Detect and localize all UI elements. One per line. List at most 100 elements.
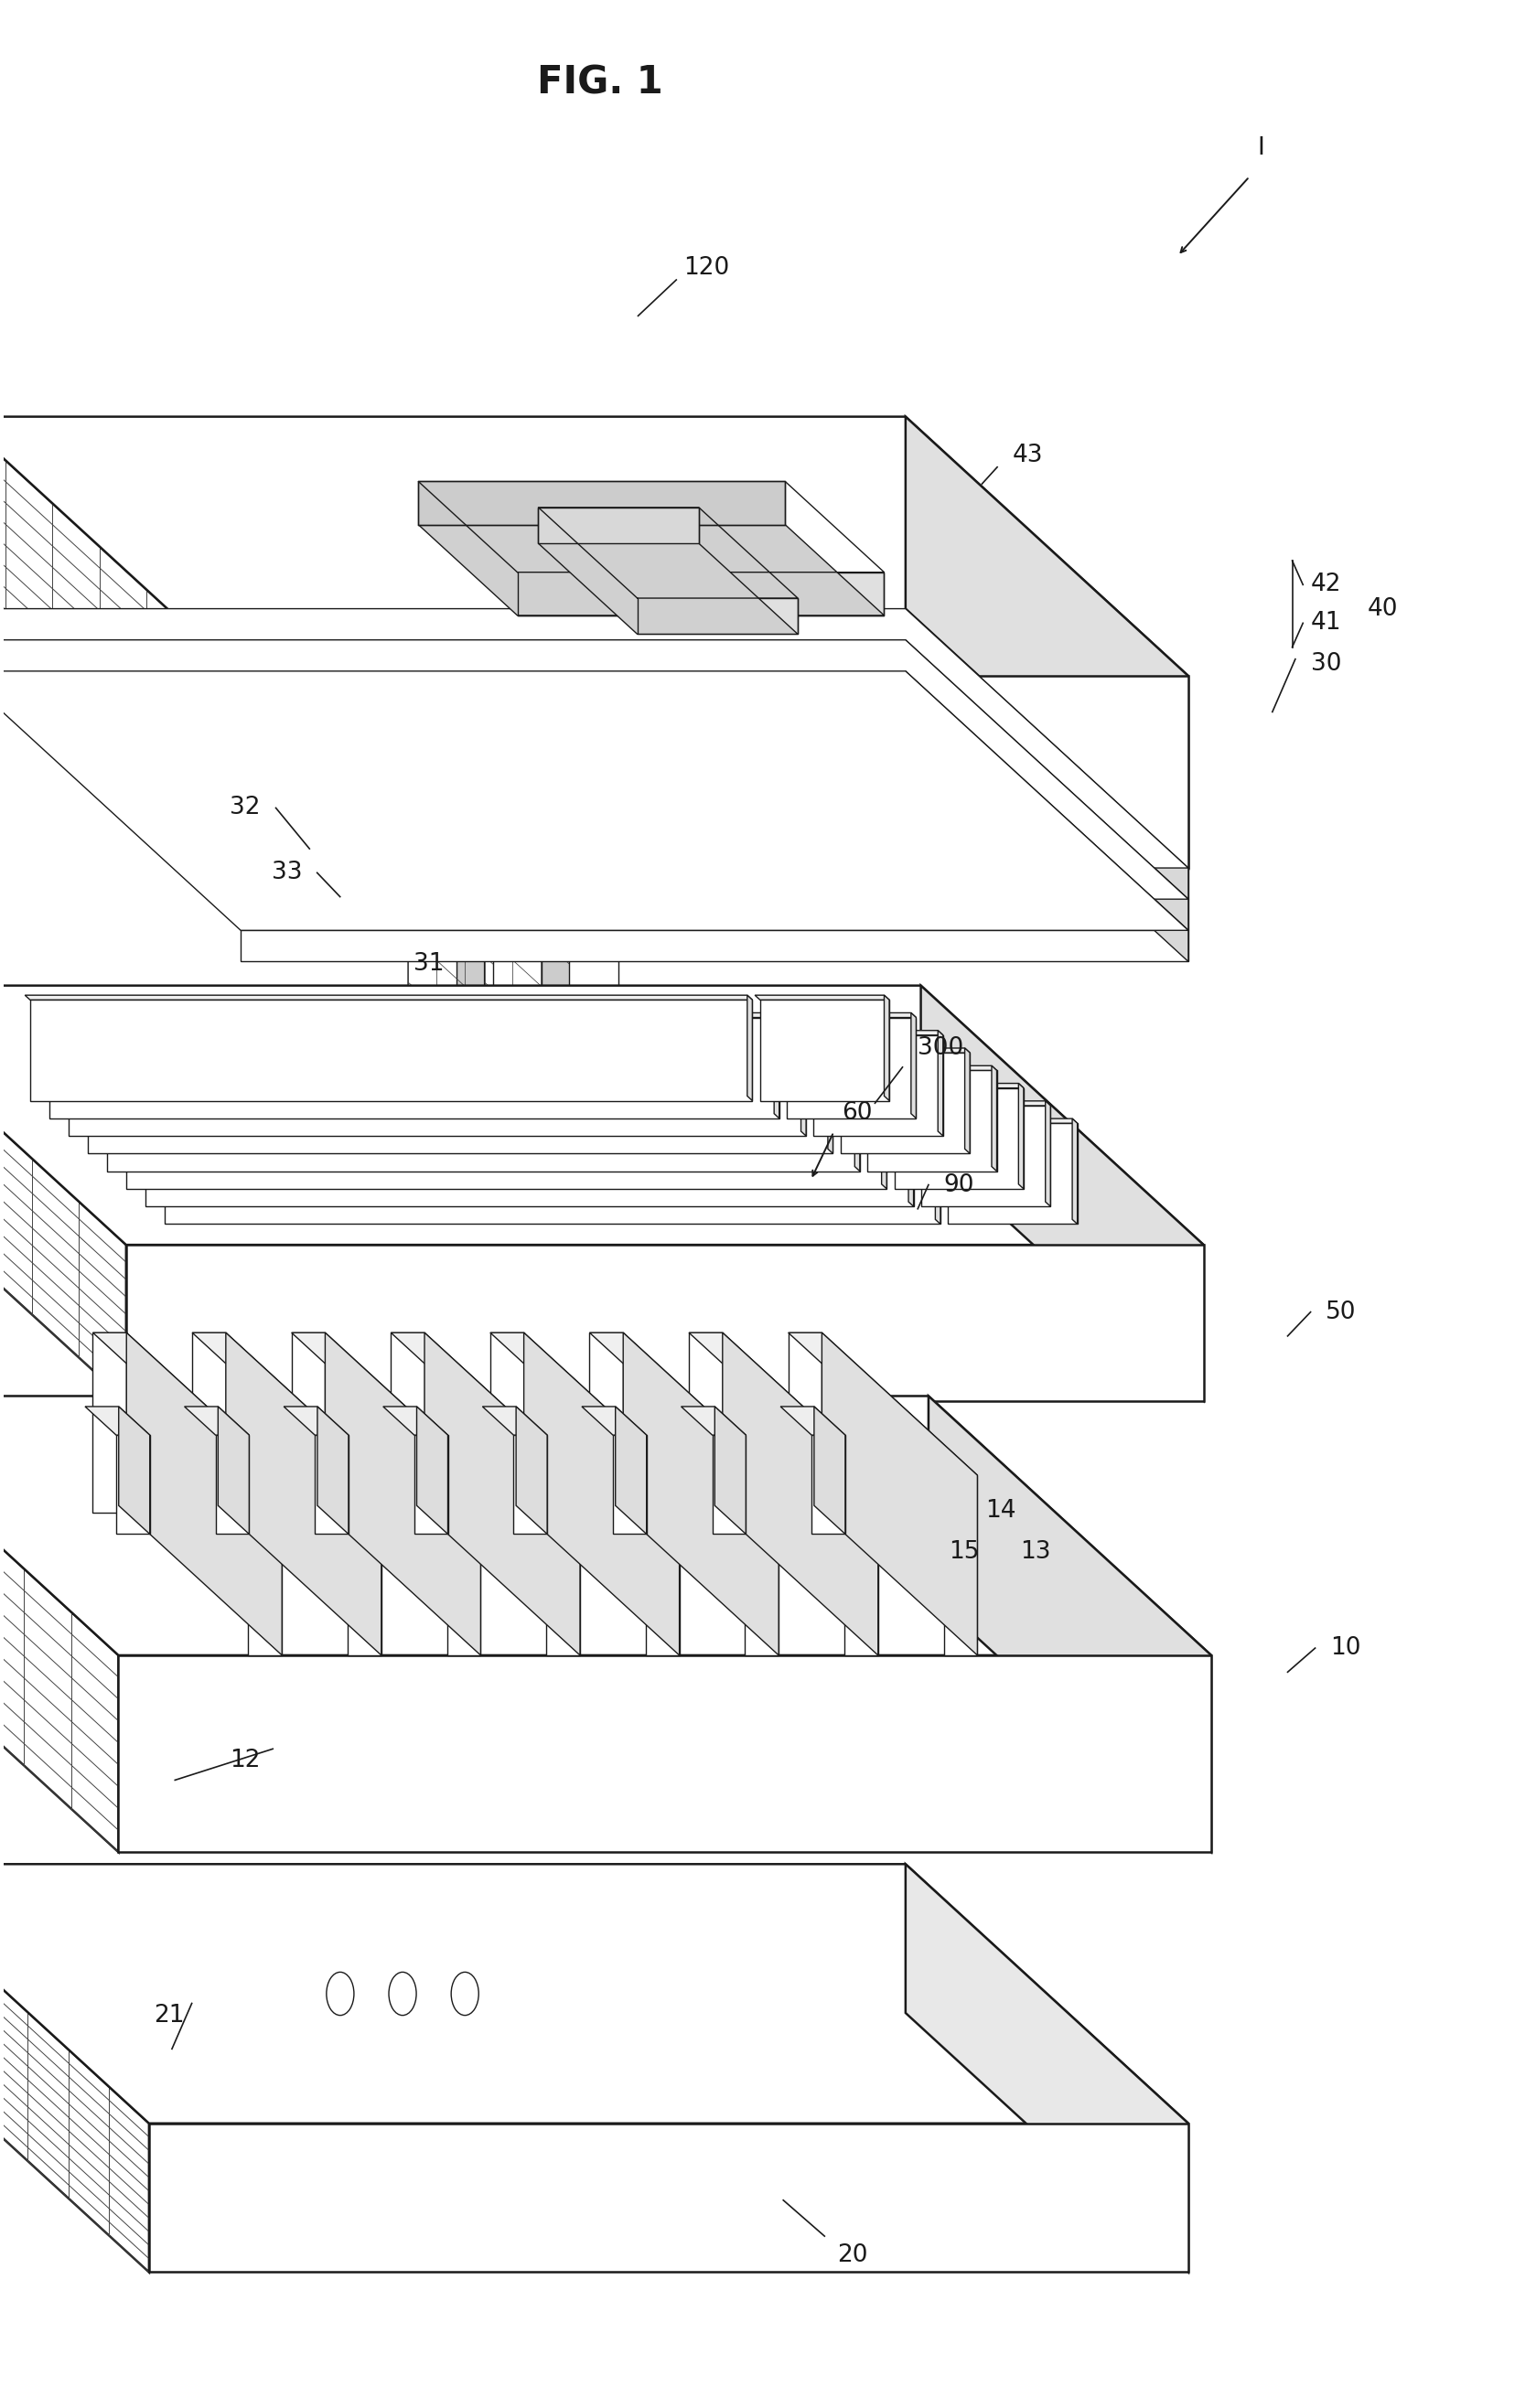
Polygon shape <box>458 790 542 1108</box>
Polygon shape <box>49 1019 779 1117</box>
Text: 14: 14 <box>985 1500 1015 1524</box>
Polygon shape <box>911 1014 915 1117</box>
Polygon shape <box>760 999 889 1100</box>
Polygon shape <box>493 867 542 1108</box>
Polygon shape <box>292 1332 326 1512</box>
Polygon shape <box>780 1406 845 1435</box>
Polygon shape <box>922 1105 1051 1206</box>
Polygon shape <box>836 1047 969 1052</box>
Text: 60: 60 <box>842 1100 872 1125</box>
Polygon shape <box>484 790 617 867</box>
Polygon shape <box>108 1072 860 1170</box>
Polygon shape <box>117 1435 151 1534</box>
Polygon shape <box>226 1332 381 1654</box>
Text: 13: 13 <box>1020 1541 1051 1563</box>
Polygon shape <box>0 985 126 1401</box>
Polygon shape <box>126 1088 886 1190</box>
Polygon shape <box>754 995 889 999</box>
Polygon shape <box>241 929 1189 961</box>
Polygon shape <box>418 525 885 616</box>
Polygon shape <box>416 1406 449 1534</box>
Polygon shape <box>774 1014 779 1117</box>
Polygon shape <box>0 609 1189 867</box>
Polygon shape <box>45 1014 779 1019</box>
Polygon shape <box>862 1067 997 1072</box>
Polygon shape <box>146 1105 914 1206</box>
Text: 33: 33 <box>272 860 303 884</box>
Polygon shape <box>915 1100 1051 1105</box>
Polygon shape <box>318 1406 349 1534</box>
Polygon shape <box>885 995 889 1100</box>
Polygon shape <box>192 1332 381 1476</box>
Polygon shape <box>31 999 753 1100</box>
Polygon shape <box>690 1332 879 1476</box>
Text: 15: 15 <box>948 1541 978 1563</box>
Text: I: I <box>1256 135 1264 159</box>
Text: FIG. 1: FIG. 1 <box>538 65 664 101</box>
Polygon shape <box>118 1654 1212 1852</box>
Polygon shape <box>0 672 1189 929</box>
Text: 30: 30 <box>1310 653 1341 677</box>
Polygon shape <box>965 1047 969 1153</box>
Polygon shape <box>0 641 1189 898</box>
Text: 90: 90 <box>943 1173 974 1197</box>
Circle shape <box>327 1972 353 2015</box>
Polygon shape <box>943 1120 1077 1122</box>
Polygon shape <box>490 1332 679 1476</box>
Polygon shape <box>745 1476 779 1654</box>
Text: 12: 12 <box>230 1748 261 1772</box>
Polygon shape <box>906 641 1189 929</box>
Polygon shape <box>0 417 241 867</box>
Polygon shape <box>126 1245 1204 1401</box>
Polygon shape <box>424 1332 581 1654</box>
Polygon shape <box>889 1084 1023 1088</box>
Polygon shape <box>241 867 1189 898</box>
Text: 20: 20 <box>837 2244 868 2268</box>
Polygon shape <box>637 597 797 633</box>
Polygon shape <box>680 1406 746 1435</box>
Polygon shape <box>788 1332 822 1512</box>
Polygon shape <box>590 1332 779 1476</box>
Polygon shape <box>943 1476 977 1654</box>
Polygon shape <box>484 790 570 1108</box>
Polygon shape <box>164 1122 940 1223</box>
Polygon shape <box>409 790 542 867</box>
Text: 31: 31 <box>413 951 444 975</box>
Polygon shape <box>418 482 785 525</box>
Polygon shape <box>882 1084 886 1190</box>
Text: 300: 300 <box>919 1035 963 1060</box>
Text: 43: 43 <box>1012 443 1043 467</box>
Polygon shape <box>690 1332 722 1512</box>
Polygon shape <box>746 995 753 1100</box>
Polygon shape <box>616 1406 647 1534</box>
Polygon shape <box>906 609 1189 898</box>
Polygon shape <box>241 677 1189 867</box>
Polygon shape <box>292 1332 481 1476</box>
Polygon shape <box>524 1332 679 1654</box>
Polygon shape <box>482 1406 547 1435</box>
Polygon shape <box>0 1864 1189 2124</box>
Polygon shape <box>447 1476 481 1654</box>
Polygon shape <box>814 1406 845 1534</box>
Polygon shape <box>92 1332 126 1512</box>
Polygon shape <box>922 985 1204 1401</box>
Polygon shape <box>1072 1120 1077 1223</box>
Polygon shape <box>347 1476 381 1654</box>
Circle shape <box>389 1972 416 2015</box>
Polygon shape <box>828 1047 833 1153</box>
Text: 40: 40 <box>1367 597 1398 621</box>
Polygon shape <box>160 1120 940 1122</box>
Polygon shape <box>126 1332 283 1654</box>
Text: 41: 41 <box>1310 612 1341 636</box>
Polygon shape <box>409 790 493 1108</box>
Polygon shape <box>786 1019 915 1117</box>
Text: 10: 10 <box>1330 1635 1361 1659</box>
Polygon shape <box>84 1406 151 1435</box>
Polygon shape <box>516 1406 547 1534</box>
Polygon shape <box>800 1031 806 1137</box>
Polygon shape <box>63 1031 806 1035</box>
Polygon shape <box>570 867 617 1108</box>
Polygon shape <box>538 508 699 544</box>
Polygon shape <box>382 1406 449 1435</box>
Polygon shape <box>788 1332 977 1476</box>
